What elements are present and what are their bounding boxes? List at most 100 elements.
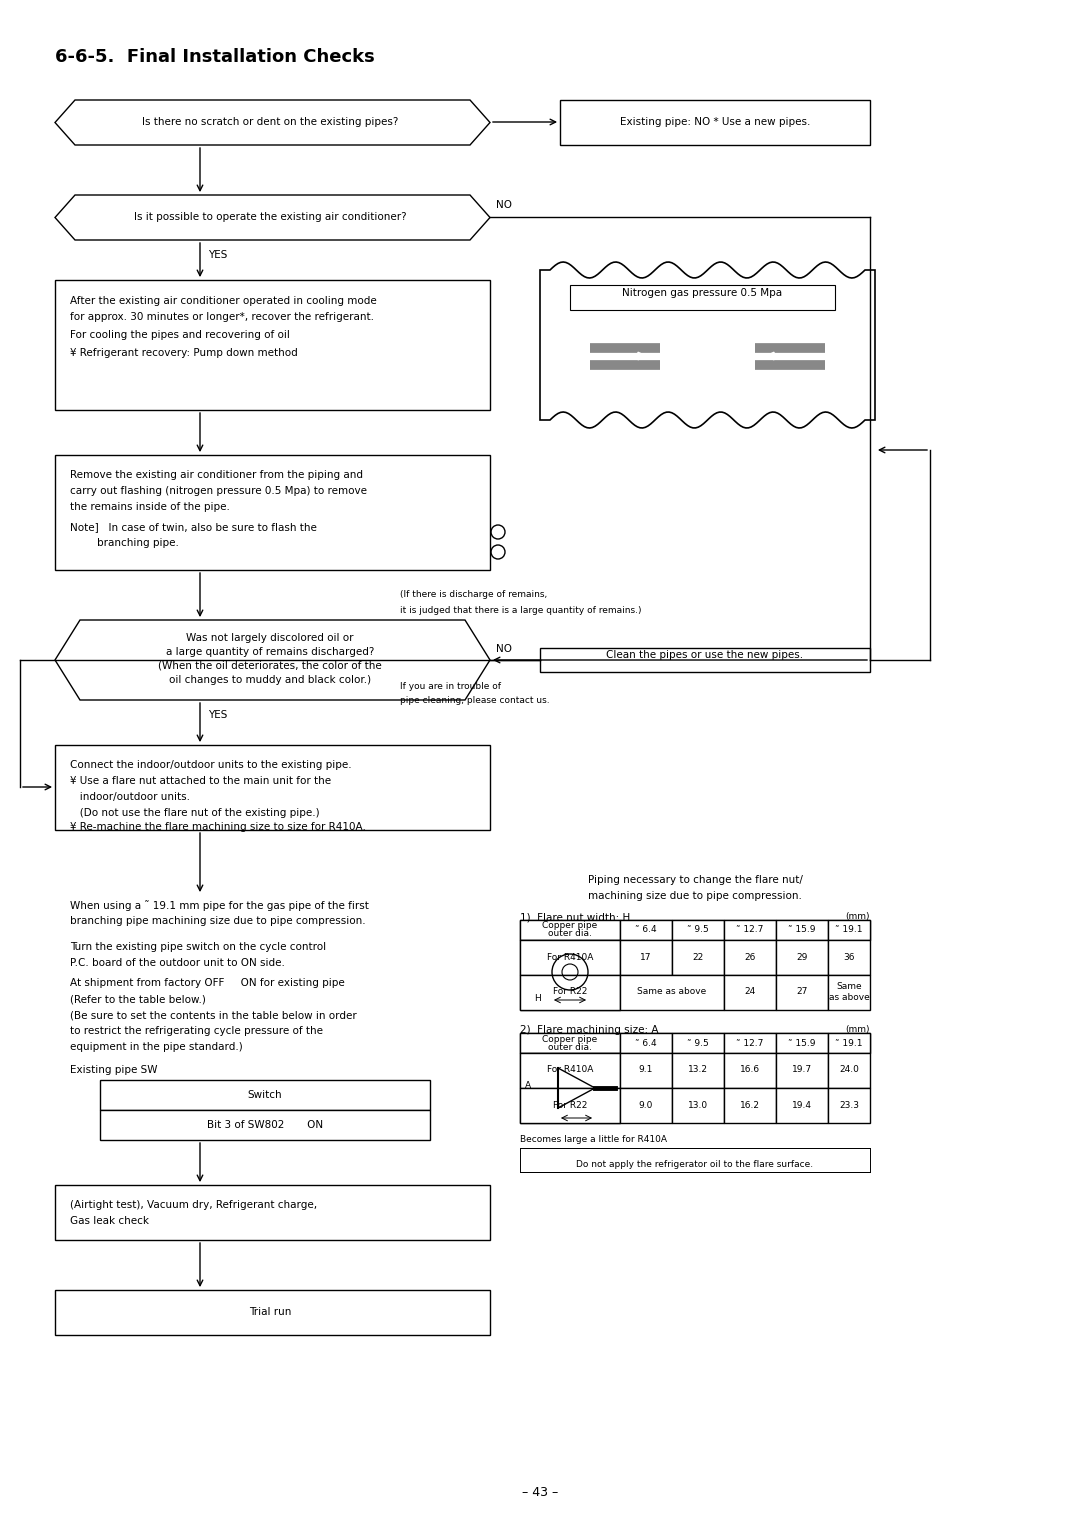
FancyBboxPatch shape bbox=[561, 101, 870, 145]
Text: NO: NO bbox=[496, 644, 512, 654]
Text: pipe cleaning, please contact us.: pipe cleaning, please contact us. bbox=[400, 695, 550, 705]
Text: H: H bbox=[534, 994, 541, 1003]
FancyBboxPatch shape bbox=[828, 1032, 870, 1052]
Text: For R22: For R22 bbox=[553, 1101, 588, 1110]
FancyBboxPatch shape bbox=[724, 1052, 777, 1087]
FancyBboxPatch shape bbox=[519, 1032, 870, 1052]
Text: (Do not use the flare nut of the existing pipe.): (Do not use the flare nut of the existin… bbox=[70, 808, 320, 817]
FancyBboxPatch shape bbox=[570, 285, 835, 310]
Text: Turn the existing pipe switch on the cycle control: Turn the existing pipe switch on the cyc… bbox=[70, 942, 326, 952]
FancyBboxPatch shape bbox=[777, 920, 828, 939]
Text: 36: 36 bbox=[843, 953, 854, 961]
Text: Nitrogen gas pressure 0.5 Mpa: Nitrogen gas pressure 0.5 Mpa bbox=[622, 288, 782, 297]
Text: 1)  Flare nut width: H: 1) Flare nut width: H bbox=[519, 912, 631, 923]
FancyBboxPatch shape bbox=[620, 1087, 672, 1122]
Text: 2)  Flare machining size: A: 2) Flare machining size: A bbox=[519, 1025, 659, 1035]
FancyBboxPatch shape bbox=[828, 1087, 870, 1122]
Text: outer dia.: outer dia. bbox=[548, 1043, 592, 1052]
Text: Copper pipe: Copper pipe bbox=[542, 921, 597, 930]
Text: P.C. board of the outdoor unit to ON side.: P.C. board of the outdoor unit to ON sid… bbox=[70, 958, 285, 968]
Text: indoor/outdoor units.: indoor/outdoor units. bbox=[70, 791, 190, 802]
FancyBboxPatch shape bbox=[519, 920, 870, 939]
Text: Gas leak check: Gas leak check bbox=[70, 1215, 149, 1226]
Text: (mm): (mm) bbox=[846, 1025, 870, 1034]
FancyBboxPatch shape bbox=[777, 1087, 828, 1122]
Text: After the existing air conditioner operated in cooling mode: After the existing air conditioner opera… bbox=[70, 296, 377, 307]
FancyBboxPatch shape bbox=[672, 939, 724, 974]
Text: Same as above: Same as above bbox=[637, 988, 706, 996]
FancyBboxPatch shape bbox=[55, 746, 490, 830]
Text: equipment in the pipe standard.): equipment in the pipe standard.) bbox=[70, 1042, 243, 1052]
FancyBboxPatch shape bbox=[672, 1087, 724, 1122]
FancyBboxPatch shape bbox=[519, 1032, 620, 1052]
Text: Do not apply the refrigerator oil to the flare surface.: Do not apply the refrigerator oil to the… bbox=[577, 1161, 813, 1170]
Text: Copper pipe: Copper pipe bbox=[542, 1034, 597, 1043]
FancyBboxPatch shape bbox=[100, 1080, 430, 1110]
FancyBboxPatch shape bbox=[519, 920, 620, 939]
FancyBboxPatch shape bbox=[724, 974, 777, 1010]
Text: At shipment from factory OFF     ON for existing pipe: At shipment from factory OFF ON for exis… bbox=[70, 978, 345, 988]
Text: 9.0: 9.0 bbox=[638, 1101, 653, 1110]
FancyBboxPatch shape bbox=[100, 1110, 430, 1141]
Text: Existing pipe: NO * Use a new pipes.: Existing pipe: NO * Use a new pipes. bbox=[620, 117, 810, 127]
FancyBboxPatch shape bbox=[777, 1032, 828, 1052]
FancyBboxPatch shape bbox=[777, 939, 828, 974]
Text: 27: 27 bbox=[796, 988, 808, 996]
Text: If you are in trouble of: If you are in trouble of bbox=[400, 682, 501, 691]
Text: branching pipe machining size due to pipe compression.: branching pipe machining size due to pip… bbox=[70, 917, 366, 926]
FancyBboxPatch shape bbox=[620, 974, 724, 1010]
Text: ˜ 12.7: ˜ 12.7 bbox=[737, 1039, 764, 1048]
FancyBboxPatch shape bbox=[672, 1032, 724, 1052]
Text: YES: YES bbox=[208, 250, 228, 259]
Text: 16.6: 16.6 bbox=[740, 1066, 760, 1075]
Text: A: A bbox=[525, 1081, 531, 1089]
Polygon shape bbox=[540, 262, 875, 429]
Text: ˜ 19.1: ˜ 19.1 bbox=[835, 926, 863, 935]
FancyBboxPatch shape bbox=[620, 920, 672, 939]
Text: to restrict the refrigerating cycle pressure of the: to restrict the refrigerating cycle pres… bbox=[70, 1026, 323, 1035]
FancyBboxPatch shape bbox=[828, 920, 870, 939]
FancyBboxPatch shape bbox=[777, 1052, 828, 1087]
FancyBboxPatch shape bbox=[519, 939, 620, 974]
Text: When using a ˜ 19.1 mm pipe for the gas pipe of the first: When using a ˜ 19.1 mm pipe for the gas … bbox=[70, 900, 369, 910]
Text: Piping necessary to change the flare nut/: Piping necessary to change the flare nut… bbox=[588, 875, 802, 884]
FancyBboxPatch shape bbox=[519, 1148, 870, 1173]
FancyBboxPatch shape bbox=[519, 1052, 620, 1122]
Polygon shape bbox=[55, 621, 490, 700]
Text: Bit 3 of SW802       ON: Bit 3 of SW802 ON bbox=[207, 1119, 323, 1130]
Text: 26: 26 bbox=[744, 953, 756, 961]
FancyBboxPatch shape bbox=[724, 1087, 777, 1122]
Text: 24: 24 bbox=[744, 988, 756, 996]
FancyBboxPatch shape bbox=[672, 1052, 724, 1087]
Text: ¥ Use a flare nut attached to the main unit for the: ¥ Use a flare nut attached to the main u… bbox=[70, 776, 332, 785]
Text: ¥ Re-machine the flare machining size to size for R410A.: ¥ Re-machine the flare machining size to… bbox=[70, 822, 366, 833]
Text: Existing pipe SW: Existing pipe SW bbox=[70, 1064, 158, 1075]
Text: ˜ 6.4: ˜ 6.4 bbox=[635, 1039, 657, 1048]
FancyBboxPatch shape bbox=[828, 939, 870, 974]
Text: Clean the pipes or use the new pipes.: Clean the pipes or use the new pipes. bbox=[607, 650, 804, 660]
Text: Same
as above: Same as above bbox=[828, 982, 869, 1002]
Text: the remains inside of the pipe.: the remains inside of the pipe. bbox=[70, 502, 230, 512]
Text: 9.1: 9.1 bbox=[638, 1066, 653, 1075]
FancyBboxPatch shape bbox=[519, 939, 620, 1010]
Text: 23.3: 23.3 bbox=[839, 1101, 859, 1110]
Text: 13.2: 13.2 bbox=[688, 1066, 708, 1075]
Text: ˜ 15.9: ˜ 15.9 bbox=[788, 926, 815, 935]
Polygon shape bbox=[55, 195, 490, 239]
Text: Becomes large a little for R410A: Becomes large a little for R410A bbox=[519, 1135, 667, 1144]
Text: Is it possible to operate the existing air conditioner?: Is it possible to operate the existing a… bbox=[134, 212, 406, 223]
Text: 16.2: 16.2 bbox=[740, 1101, 760, 1110]
Text: For cooling the pipes and recovering of oil: For cooling the pipes and recovering of … bbox=[70, 329, 289, 340]
FancyBboxPatch shape bbox=[55, 1185, 490, 1240]
Text: Is there no scratch or dent on the existing pipes?: Is there no scratch or dent on the exist… bbox=[141, 117, 399, 127]
FancyBboxPatch shape bbox=[777, 974, 828, 1010]
Text: Connect the indoor/outdoor units to the existing pipe.: Connect the indoor/outdoor units to the … bbox=[70, 759, 352, 770]
Text: it is judged that there is a large quantity of remains.): it is judged that there is a large quant… bbox=[400, 605, 642, 615]
Text: 22: 22 bbox=[692, 953, 704, 961]
Text: Was not largely discolored oil or: Was not largely discolored oil or bbox=[186, 633, 354, 644]
FancyBboxPatch shape bbox=[519, 974, 620, 1010]
Text: 24.0: 24.0 bbox=[839, 1066, 859, 1075]
Text: Trial run: Trial run bbox=[248, 1307, 292, 1318]
Text: ˜ 12.7: ˜ 12.7 bbox=[737, 926, 764, 935]
Text: carry out flashing (nitrogen pressure 0.5 Mpa) to remove: carry out flashing (nitrogen pressure 0.… bbox=[70, 486, 367, 496]
